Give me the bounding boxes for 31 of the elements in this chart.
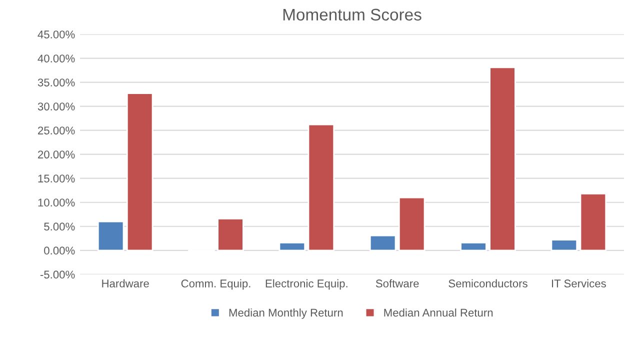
bar — [308, 124, 335, 252]
bar — [126, 92, 154, 252]
y-tick-label: 5.00% — [44, 222, 75, 231]
chart-title: Momentum Scores — [283, 8, 422, 21]
x-tick-label: IT Services — [552, 279, 606, 288]
y-tick-label: 40.00% — [38, 54, 75, 62]
bar — [460, 242, 487, 252]
y-tick-label: 25.00% — [38, 126, 75, 134]
legend-label: Median Annual Return — [384, 308, 493, 317]
bar — [217, 218, 244, 252]
x-tick-label: Software — [376, 279, 419, 288]
x-tick-label: Semiconductors — [448, 279, 528, 288]
y-tick-label: 20.00% — [38, 150, 75, 158]
y-tick-label: 35.00% — [38, 78, 75, 86]
y-tick-label: 45.00% — [38, 30, 75, 38]
bar — [489, 66, 516, 252]
bar — [398, 196, 426, 252]
bar — [580, 193, 607, 252]
y-tick-label: 10.00% — [38, 198, 75, 207]
y-tick-label: 15.00% — [38, 174, 75, 182]
legend-label: Median Monthly Return — [229, 308, 343, 319]
y-tick-label: 30.00% — [38, 102, 75, 110]
x-tick-label: Electronic Equip. — [266, 279, 348, 290]
x-tick-label: Comm. Equip. — [181, 279, 250, 290]
bar — [97, 220, 124, 252]
bar — [550, 239, 578, 252]
bar — [369, 234, 396, 252]
bar — [278, 242, 306, 252]
x-tick-label: Hardware — [102, 279, 149, 288]
y-tick-label: -5.00% — [40, 270, 75, 279]
y-tick-label: 0.00% — [44, 246, 75, 255]
